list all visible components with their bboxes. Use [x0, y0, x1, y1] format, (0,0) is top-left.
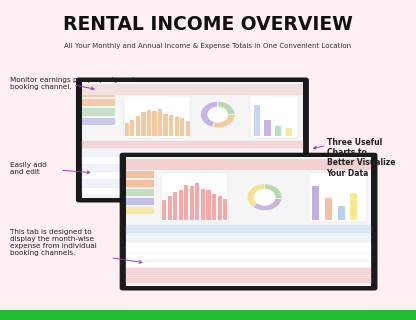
Bar — [126, 242, 371, 248]
Bar — [190, 186, 194, 220]
Bar — [265, 120, 271, 136]
Bar — [162, 200, 166, 220]
Bar — [126, 263, 371, 269]
Bar — [126, 256, 371, 262]
Bar — [196, 183, 200, 220]
Wedge shape — [265, 184, 282, 199]
Bar — [152, 111, 156, 136]
Wedge shape — [253, 198, 282, 211]
Bar — [350, 193, 357, 220]
Bar — [223, 199, 227, 220]
Text: Monitor earnings per property and
booking channel.: Monitor earnings per property and bookin… — [10, 77, 135, 90]
Bar — [126, 235, 371, 241]
Bar — [163, 114, 168, 136]
Bar — [82, 140, 303, 148]
Bar — [180, 118, 184, 136]
Bar — [338, 206, 344, 220]
Bar — [82, 157, 303, 164]
Bar — [126, 225, 371, 233]
Bar — [254, 105, 260, 136]
Bar — [126, 277, 371, 283]
Bar — [184, 185, 188, 220]
Bar — [312, 186, 319, 220]
Bar — [126, 253, 371, 260]
FancyBboxPatch shape — [77, 78, 308, 202]
Bar — [82, 165, 303, 172]
Bar — [126, 198, 154, 205]
Bar — [124, 96, 190, 138]
Wedge shape — [247, 184, 265, 207]
Bar — [126, 207, 154, 214]
Bar — [82, 149, 303, 156]
Text: All Your Monthly and Annual Income & Expense Totals in One Convenient Location: All Your Monthly and Annual Income & Exp… — [64, 44, 352, 49]
Bar — [325, 198, 332, 220]
Wedge shape — [218, 101, 235, 115]
Bar — [82, 108, 115, 116]
Bar — [82, 90, 115, 97]
Bar — [175, 117, 178, 136]
Bar — [82, 180, 303, 187]
Bar — [126, 157, 371, 286]
Bar — [126, 159, 371, 170]
Bar — [126, 180, 154, 187]
Bar — [0, 310, 416, 320]
Bar — [161, 173, 228, 221]
FancyBboxPatch shape — [120, 153, 377, 290]
Bar — [82, 99, 115, 107]
Bar — [173, 192, 177, 220]
Bar — [126, 246, 371, 252]
Bar — [169, 115, 173, 136]
Bar — [158, 108, 162, 136]
Bar — [130, 120, 134, 136]
Bar — [126, 189, 154, 196]
Bar — [82, 84, 303, 95]
Bar — [147, 110, 151, 136]
Bar — [275, 126, 281, 136]
Text: RENTAL INCOME OVERVIEW: RENTAL INCOME OVERVIEW — [63, 14, 353, 34]
Bar — [250, 96, 298, 138]
Bar — [186, 121, 190, 136]
Bar — [218, 196, 222, 220]
Bar — [82, 118, 115, 125]
Bar — [201, 189, 205, 220]
Bar — [82, 188, 303, 195]
Circle shape — [254, 189, 275, 205]
Bar — [126, 261, 371, 267]
Circle shape — [208, 107, 228, 122]
Bar — [126, 249, 371, 255]
Bar — [179, 190, 183, 220]
Bar — [286, 128, 292, 136]
Bar — [82, 172, 303, 180]
Text: Three Useful
Charts to
Better Visualize
Your Data: Three Useful Charts to Better Visualize … — [327, 138, 395, 178]
Bar — [126, 276, 371, 283]
Bar — [126, 270, 371, 276]
Bar — [141, 112, 146, 136]
Bar — [206, 190, 210, 220]
Text: This tab is designed to
display the month-wise
expense from individual
booking c: This tab is designed to display the mont… — [10, 229, 97, 256]
Bar — [309, 173, 366, 221]
Wedge shape — [213, 115, 235, 128]
Bar — [136, 116, 140, 136]
Bar — [82, 82, 303, 198]
Bar — [126, 268, 371, 275]
Text: Easily add
and edit: Easily add and edit — [10, 162, 47, 175]
Bar — [126, 171, 154, 178]
Bar — [125, 123, 129, 136]
Bar — [168, 196, 172, 220]
Bar — [212, 194, 216, 220]
Wedge shape — [201, 101, 218, 127]
